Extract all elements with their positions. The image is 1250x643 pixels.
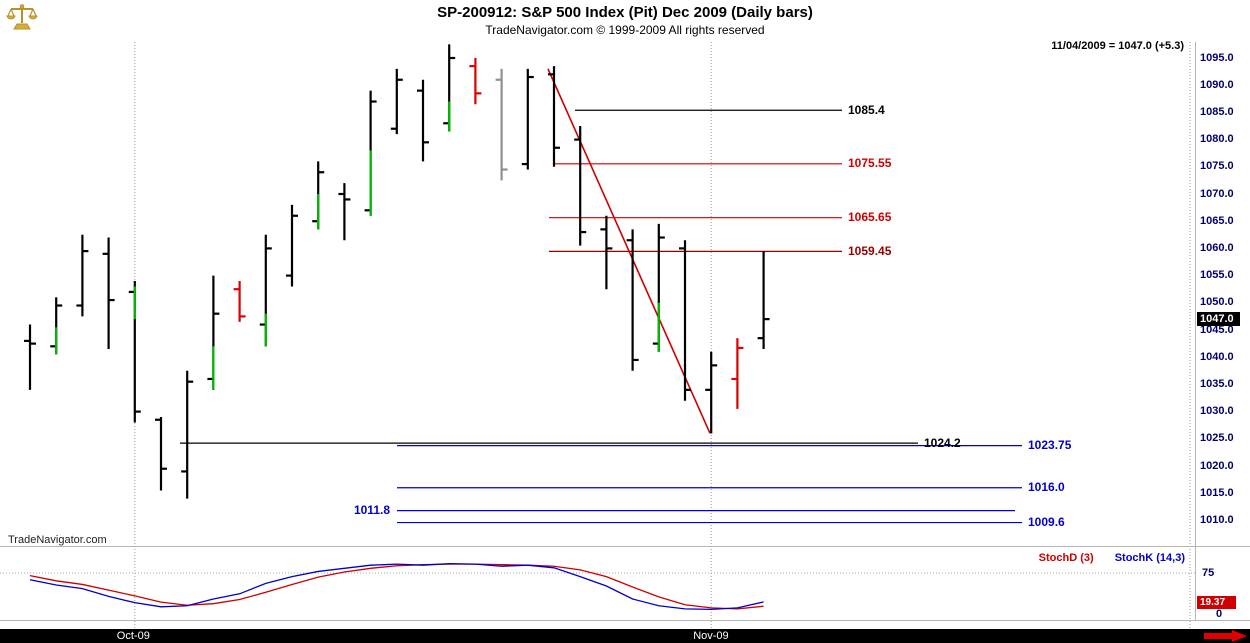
price-bar: [417, 79, 429, 162]
price-bar: [24, 324, 36, 390]
level-label[interactable]: 1059.45: [848, 243, 892, 258]
price-bar: [705, 351, 718, 434]
price-tick-label: 1085.0: [1200, 105, 1234, 118]
level-label[interactable]: 1016.0: [1028, 480, 1065, 495]
price-bar: [233, 281, 246, 322]
price-bar: [181, 370, 194, 499]
price-bar: [259, 234, 272, 347]
price-bar: [600, 215, 613, 290]
level-label[interactable]: 1023.75: [1028, 438, 1072, 453]
current-price-box: 1047.0: [1197, 312, 1240, 326]
price-bar: [469, 58, 482, 105]
stoch-legend: StochD (3) StochK (14,3): [1021, 552, 1185, 564]
price-bar: [521, 68, 534, 170]
price-bar: [574, 126, 587, 246]
price-tick-label: 1055.0: [1200, 269, 1234, 282]
level-label[interactable]: 1085.4: [848, 102, 885, 117]
trendline[interactable]: [547, 68, 711, 434]
price-tick-label: 1030.0: [1200, 405, 1234, 418]
level-label[interactable]: 1024.2: [924, 435, 961, 450]
price-bar: [364, 90, 377, 216]
price-tick-label: 1025.0: [1200, 432, 1234, 445]
price-bar: [679, 240, 691, 401]
price-tick-label: 1035.0: [1200, 377, 1234, 390]
stochk-line: [29, 562, 764, 611]
price-tick-label: 1015.0: [1200, 486, 1234, 499]
stoch-current-box: 19.37: [1197, 596, 1236, 609]
date-axis-label: Nov-09: [693, 630, 729, 642]
price-tick-label: 1070.0: [1200, 187, 1234, 200]
stoch-axis-lower: 0: [1216, 608, 1223, 620]
price-tick-label: 1095.0: [1200, 51, 1234, 64]
price-tick-label: 1065.0: [1200, 214, 1234, 227]
price-bar: [155, 417, 167, 491]
stoch-axis-upper: 75: [1202, 567, 1215, 579]
date-axis-bar: [0, 629, 1250, 643]
level-label[interactable]: 1075.55: [848, 156, 892, 171]
price-bar: [50, 297, 63, 355]
watermark: TradeNavigator.com: [8, 534, 107, 546]
price-bar: [652, 223, 665, 352]
price-tick-label: 1040.0: [1200, 350, 1234, 363]
price-bar: [757, 251, 770, 350]
level-label[interactable]: 1009.6: [1028, 515, 1065, 530]
price-tick-label: 1080.0: [1200, 133, 1234, 146]
price-bar: [390, 68, 403, 135]
price-bar: [76, 234, 89, 317]
scroll-right-arrow-icon[interactable]: [1204, 629, 1248, 643]
price-bar: [102, 237, 115, 350]
price-bar: [626, 229, 639, 371]
level-label[interactable]: 1065.65: [848, 210, 892, 225]
price-bar: [731, 338, 744, 409]
price-bar: [286, 204, 298, 287]
chart-title: SP-200912: S&P 500 Index (Pit) Dec 2009 …: [437, 4, 813, 21]
stochk-legend-label[interactable]: StochK (14,3): [1114, 552, 1185, 564]
price-bar: [207, 275, 220, 390]
price-bar: [548, 66, 560, 167]
price-tick-label: 1075.0: [1200, 160, 1234, 173]
level-label[interactable]: 1011.8: [353, 503, 390, 518]
price-bar: [495, 68, 508, 181]
price-bar: [443, 44, 456, 132]
price-tick-label: 1060.0: [1200, 241, 1234, 254]
stochd-legend-label[interactable]: StochD (3): [1038, 552, 1094, 564]
price-tick-label: 1020.0: [1200, 459, 1234, 472]
price-bar: [338, 183, 351, 241]
price-tick-label: 1090.0: [1200, 78, 1234, 91]
date-axis-label: Oct-09: [116, 630, 150, 642]
price-tick-label: 1050.0: [1200, 296, 1234, 309]
price-bar: [128, 281, 141, 423]
copyright-text: TradeNavigator.com © 1999-2009 All right…: [485, 23, 765, 37]
tradenavigator-logo-icon: [6, 4, 38, 30]
price-tick-label: 1010.0: [1200, 513, 1234, 526]
price-bar: [312, 161, 325, 230]
stochd-line: [29, 563, 764, 610]
price-tick-label: 1045.0: [1200, 323, 1234, 336]
last-quote-readout: 11/04/2009 = 1047.0 (+5.3): [1051, 40, 1184, 52]
